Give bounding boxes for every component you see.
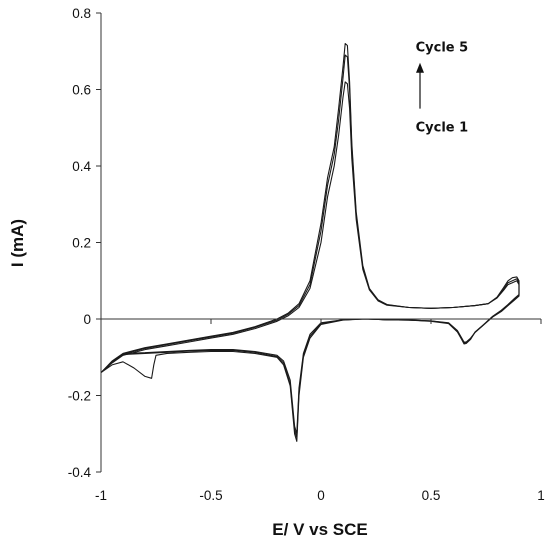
x-tick-label: 1 — [537, 488, 545, 503]
x-tick-label: -1 — [95, 488, 107, 503]
cv-series-line-3 — [100, 81, 520, 442]
direction-arrow-icon — [416, 62, 424, 109]
y-tick-label: -0.4 — [68, 465, 92, 480]
cycle-1-label: Cycle 1 — [416, 121, 469, 136]
x-tick-label: -0.5 — [199, 488, 222, 503]
x-axis-title: E/ V vs SCE — [272, 520, 367, 539]
y-axis-title: I (mA) — [8, 219, 27, 267]
y-tick-label: -0.2 — [68, 389, 91, 404]
y-tick-label: 0.4 — [72, 159, 91, 174]
x-tick-label: 0 — [317, 488, 325, 503]
y-tick-label: 0.8 — [72, 6, 91, 21]
x-tick-label: 0.5 — [422, 488, 441, 503]
cv-series-line-1 — [100, 43, 520, 435]
cv-curves — [100, 43, 520, 442]
y-tick-label: 0.6 — [72, 83, 91, 98]
cycle-5-label: Cycle 5 — [416, 40, 469, 55]
y-tick-label: 0 — [83, 312, 91, 327]
y-tick-label: 0.2 — [72, 236, 91, 251]
tick-labels: -0.4 -0.2 0 0.2 0.4 0.6 0.8 -1 -0.5 0 0.5 1 — [68, 6, 545, 503]
cv-series-line-2 — [100, 54, 520, 439]
chart-axes — [96, 12, 542, 473]
